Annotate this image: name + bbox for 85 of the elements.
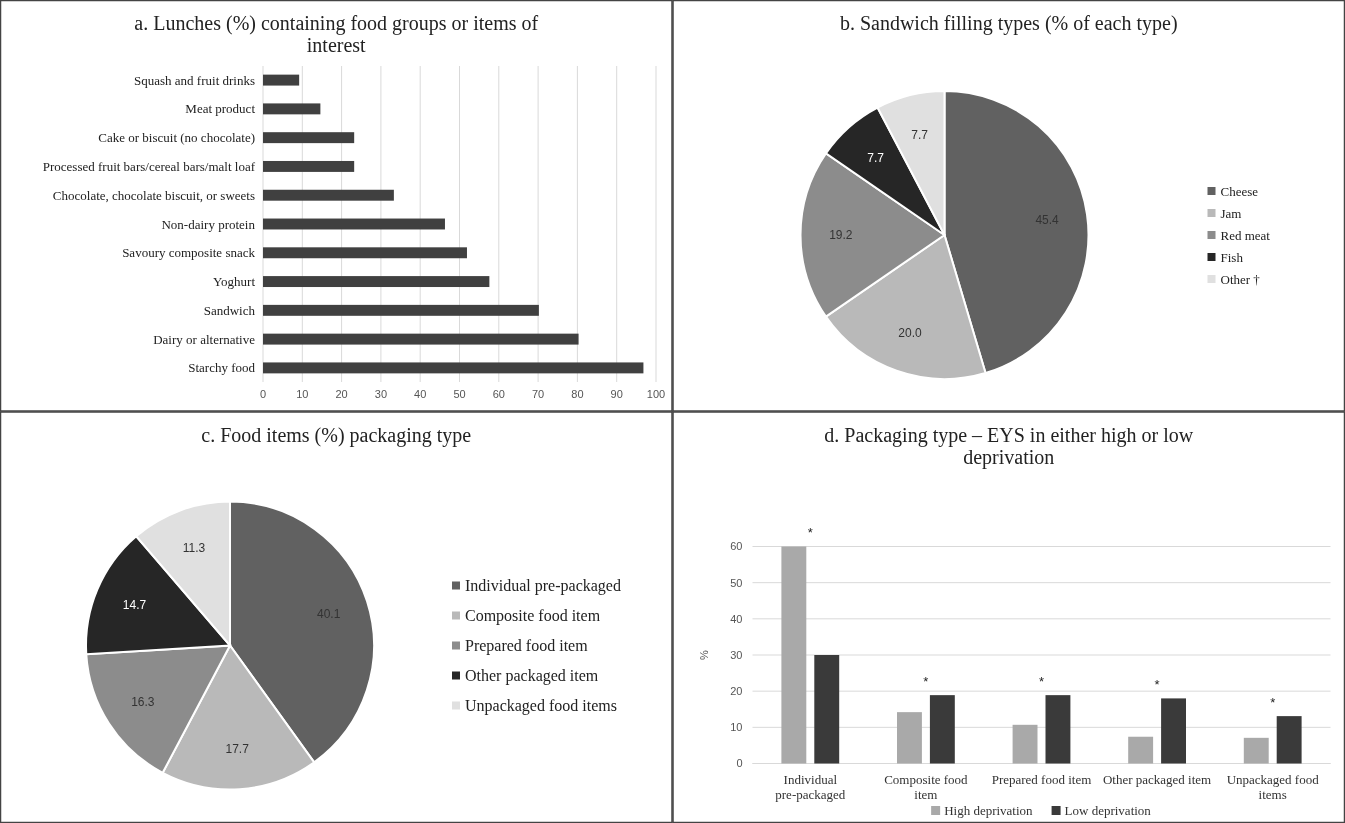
legend-label: Individual pre-packaged <box>465 577 621 596</box>
bar <box>1276 716 1302 764</box>
x-tick-label: 60 <box>492 388 505 400</box>
legend-label: Cheese <box>1220 183 1259 199</box>
y-tick-label: 50 <box>730 576 743 589</box>
x-tick-label: 90 <box>610 388 623 400</box>
chart-title: c. Food items (%) packaging type <box>201 423 472 447</box>
data-label: 7.7 <box>911 127 929 142</box>
legend-label: Other † <box>1220 271 1261 287</box>
bar <box>1128 736 1154 764</box>
legend-label: Low deprivation <box>1064 802 1152 818</box>
bar <box>263 160 355 172</box>
y-tick-label: Processed fruit bars/cereal bars/malt loaf <box>42 158 256 174</box>
data-label: 20.0 <box>898 325 922 340</box>
y-tick-label: Dairy or alternative <box>153 331 256 347</box>
chart-title: d. Packaging type – EYS in either high or low deprivation <box>824 423 1194 469</box>
bar <box>1045 695 1071 764</box>
bar <box>263 362 644 374</box>
data-label: 11.3 <box>182 541 206 556</box>
x-tick-label: 30 <box>374 388 388 400</box>
bar <box>1243 737 1269 764</box>
legend-label: Composite food item <box>465 607 601 626</box>
legend-label: Other packaged item <box>465 667 599 686</box>
annotation: * <box>1154 676 1160 692</box>
bar <box>263 276 490 288</box>
data-label: 16.3 <box>131 694 155 709</box>
bar <box>263 103 321 115</box>
bar <box>263 218 445 230</box>
data-label: 19.2 <box>829 228 853 243</box>
legend-label: Red meat <box>1220 227 1271 243</box>
annotation: * <box>1038 673 1045 689</box>
y-tick-label: Non-dairy protein <box>161 216 256 232</box>
data-label: 14.7 <box>122 598 147 613</box>
y-tick-label: Sandwich <box>203 302 256 318</box>
y-tick-label: 40 <box>730 612 743 625</box>
legend-label: Fish <box>1220 249 1244 265</box>
bar <box>263 189 394 201</box>
y-tick-label: Squash and fruit drinks <box>134 72 255 88</box>
x-tick-label: Prepared food item <box>991 771 1092 787</box>
y-tick-label: 20 <box>730 685 743 698</box>
y-tick-label: 0 <box>736 757 743 770</box>
x-tick-label: Composite food item <box>884 771 969 802</box>
x-tick-label: 0 <box>259 388 267 400</box>
bar <box>897 712 922 764</box>
y-tick-label: Savoury composite snack <box>122 245 256 261</box>
y-tick-label: Chocolate, chocolate biscuit, or sweets <box>52 187 255 203</box>
bar <box>781 546 807 764</box>
x-tick-label: Unpackaged food items <box>1226 771 1320 802</box>
x-tick-label: Individual pre-packaged <box>775 771 846 802</box>
chart-title: b. Sandwich filling types (% of each type) <box>839 12 1178 35</box>
x-tick-label: 100 <box>646 388 666 400</box>
y-tick-label: 10 <box>730 721 743 734</box>
data-label: 17.7 <box>225 742 250 757</box>
x-tick-label: 70 <box>531 388 545 400</box>
y-tick-label: 30 <box>730 648 743 661</box>
bar <box>1161 698 1186 764</box>
bar <box>263 247 467 259</box>
bar <box>263 132 355 144</box>
legend-label: Jam <box>1220 205 1242 221</box>
x-tick-label: 20 <box>335 388 348 400</box>
x-tick-label: 50 <box>453 388 466 400</box>
data-label: 7.7 <box>867 150 885 165</box>
annotation: * <box>1270 694 1276 710</box>
legend-label: High deprivation <box>944 802 1034 818</box>
bar <box>929 695 955 764</box>
annotation: * <box>923 673 929 689</box>
y-tick-label: Meat product <box>185 101 256 117</box>
bar <box>263 304 539 316</box>
chart-title: a. Lunches (%) containing food groups or items of interest <box>134 12 539 56</box>
legend-label: Unpackaged food items <box>465 697 617 716</box>
bar <box>263 74 300 86</box>
text: * <box>807 525 813 540</box>
y-tick-label: Starchy food <box>188 360 256 376</box>
x-tick-label: Other packaged item <box>1102 771 1212 787</box>
bar <box>814 655 840 764</box>
y-tick-label: Cake or biscuit (no chocolate) <box>98 130 255 146</box>
legend-label: Prepared food item <box>465 637 589 656</box>
bar <box>263 333 579 345</box>
x-tick-label: 40 <box>414 388 427 400</box>
y-tick-label: 60 <box>730 540 743 553</box>
y-tick-label: Yoghurt <box>212 274 256 290</box>
bar <box>1012 724 1038 764</box>
y-axis-title: % <box>697 649 710 660</box>
x-tick-label: 80 <box>571 388 584 400</box>
x-tick-label: 10 <box>296 388 309 400</box>
